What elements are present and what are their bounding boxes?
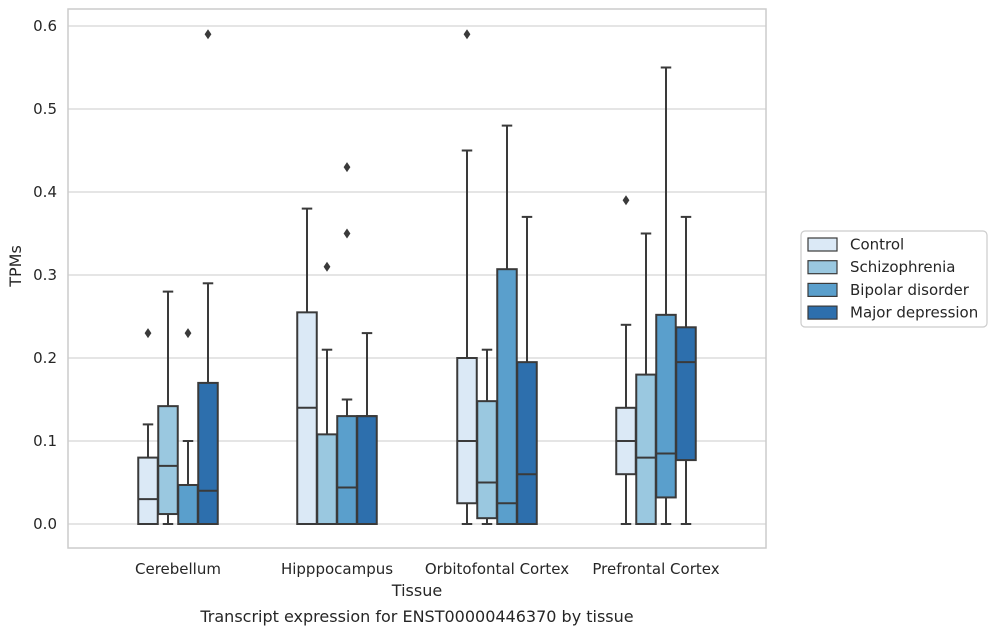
box-schizophrenia <box>316 261 338 525</box>
outlier-point <box>184 328 192 339</box>
x-tick-label: Orbitofontal Cortex <box>425 560 569 578</box>
box-control <box>456 29 478 525</box>
y-tick-label: 0.0 <box>33 515 57 533</box>
box-body <box>655 313 677 499</box>
x-tick-label: Hipppocampus <box>281 560 393 578</box>
y-axis-ticks: 0.0 0.1 0.2 0.3 0.4 0.5 0.6 <box>33 17 57 533</box>
legend-label: Bipolar disorder <box>850 281 970 299</box>
y-tick-label: 0.6 <box>33 17 57 35</box>
box-body <box>516 361 538 525</box>
legend-swatch <box>807 282 838 297</box>
box-body <box>635 373 657 525</box>
box-schizophrenia <box>157 290 179 525</box>
box-body <box>296 311 318 525</box>
legend-label: Major depression <box>850 304 978 322</box>
legend: Control Schizophrenia Bipolar disorder Majo… <box>800 230 988 328</box>
box-body <box>356 415 378 526</box>
box-major-depression <box>675 215 697 525</box>
legend-label: Schizophrenia <box>850 258 955 276</box>
plot-frame <box>67 8 767 549</box>
outlier-point <box>144 328 152 339</box>
y-tick-label: 0.5 <box>33 100 57 118</box>
box-control <box>296 207 318 525</box>
outlier-point <box>323 261 331 272</box>
y-axis-label: TPMs <box>6 245 25 288</box>
box-body <box>157 405 179 516</box>
box-body <box>336 415 358 526</box>
x-tick-label: Cerebellum <box>135 560 221 578</box>
outlier-point <box>204 29 212 40</box>
legend-swatch <box>807 260 838 275</box>
legend-swatch <box>807 305 838 320</box>
box-body <box>197 381 219 525</box>
chart-caption: Transcript expression for ENST0000044637… <box>199 607 633 626</box>
x-axis-label: Tissue <box>391 581 442 600</box>
box-major-depression <box>516 215 538 525</box>
outlier-point <box>343 162 351 173</box>
box-body <box>496 268 518 525</box>
box-body <box>675 326 697 462</box>
y-tick-label: 0.4 <box>33 183 57 201</box>
box-major-depression <box>356 332 378 526</box>
boxes <box>137 29 697 526</box>
box-body <box>177 483 199 525</box>
box-major-depression <box>197 29 219 525</box>
outlier-point <box>463 29 471 40</box>
legend-swatch <box>807 237 838 252</box>
box-body <box>316 433 338 525</box>
x-axis-ticks: Cerebellum Hipppocampus Orbitofontal Corte… <box>135 560 720 578</box>
legend-label: Control <box>850 236 904 254</box>
box-body <box>476 400 498 520</box>
y-tick-label: 0.1 <box>33 432 57 450</box>
x-tick-label: Prefrontal Cortex <box>592 560 719 578</box>
outlier-point <box>622 195 630 206</box>
y-tick-label: 0.3 <box>33 266 57 284</box>
box-body <box>456 357 478 505</box>
box-body <box>137 456 159 526</box>
y-tick-label: 0.2 <box>33 349 57 367</box>
box-bipolar-disorder <box>177 328 199 525</box>
legend-frame <box>800 230 988 328</box>
outlier-point <box>343 228 351 239</box>
